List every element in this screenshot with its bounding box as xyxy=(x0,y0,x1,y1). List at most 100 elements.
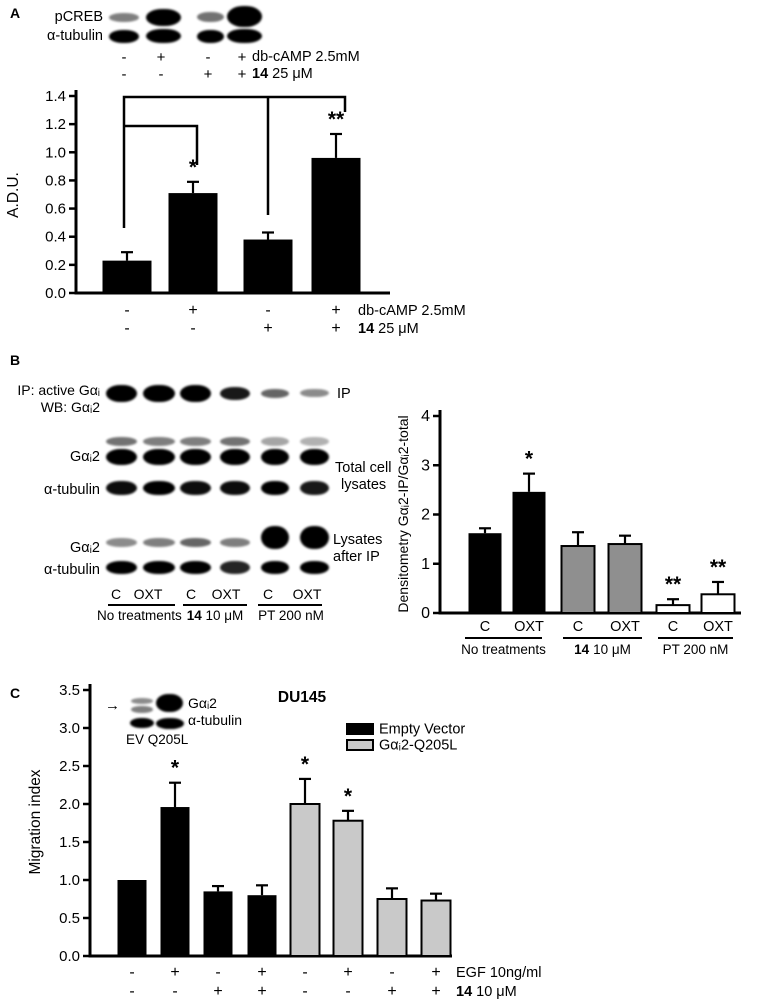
panel-c-bar-chart: 0.0 0.5 1.0 1.5 2.0 2.5 3.0 3.5 Migration index D… xyxy=(27,682,541,1000)
panel-c-label: C xyxy=(10,685,21,701)
group-label: PT 200 nM xyxy=(663,642,729,657)
lane-label: OXT xyxy=(133,586,163,602)
group-label: No treatments xyxy=(461,642,546,657)
x-annotation-label: db-cAMP 2.5mM xyxy=(358,303,466,319)
x-tick-label: C xyxy=(573,619,583,635)
bar xyxy=(512,491,546,613)
blot-right-label-ip: IP xyxy=(337,386,351,402)
blot-band xyxy=(227,29,262,43)
x-annotation-symbol: - xyxy=(190,320,195,337)
y-tick-label: 3 xyxy=(421,457,430,474)
lane-label: C xyxy=(185,586,197,602)
y-axis-label: Migration index xyxy=(27,769,44,874)
blot-band xyxy=(300,526,329,549)
blot-label-ip-line1: IP: active Gαᵢ xyxy=(17,382,100,398)
blot-band xyxy=(143,385,175,402)
x-annotation-symbol: - xyxy=(172,983,177,1000)
blot-row-label-pcreb: pCREB xyxy=(54,9,103,25)
y-tick-label: 1.5 xyxy=(59,834,80,851)
x-annotation-symbol: - xyxy=(124,320,129,337)
lane-label: OXT xyxy=(211,586,241,602)
blot-right-label-total-2: lysates xyxy=(341,477,387,493)
blot-band xyxy=(197,30,224,43)
blot-band xyxy=(106,449,137,465)
treatment-symbol: - xyxy=(121,66,127,83)
blot-band xyxy=(220,437,250,446)
x-annotation-symbol: + xyxy=(343,964,352,981)
blot-band xyxy=(220,387,250,400)
bar xyxy=(243,239,293,293)
group-label: 14 10 μM xyxy=(574,642,631,657)
significance-star: * xyxy=(344,785,353,808)
blot-band xyxy=(106,538,137,547)
blot-label-gai2-after: Gαᵢ2 xyxy=(69,540,100,556)
significance-star: * xyxy=(525,448,534,471)
blot-band xyxy=(300,481,329,495)
lane-label: C xyxy=(110,586,122,602)
blot-band xyxy=(146,9,181,26)
lane-label: C xyxy=(262,586,274,602)
legend-swatch xyxy=(346,723,374,735)
treatment-row-label: db-cAMP 2.5mM xyxy=(252,49,360,65)
x-annotation-symbol: + xyxy=(213,983,222,1000)
y-axis-label: A.D.U. xyxy=(5,172,22,218)
treatment-symbol: + xyxy=(156,49,166,66)
x-tick-label: OXT xyxy=(610,619,640,635)
treatment-row-label: 14 25 μM xyxy=(252,66,313,82)
x-annotation-symbol: + xyxy=(263,320,272,337)
x-annotation-symbol: - xyxy=(129,964,134,981)
bar xyxy=(700,593,736,615)
blot-band xyxy=(143,561,175,574)
blot-band xyxy=(180,561,211,574)
bar xyxy=(332,819,364,957)
blot-band xyxy=(106,437,137,446)
blot-band xyxy=(143,437,175,446)
treatment-symbol: + xyxy=(237,49,247,66)
x-annotation-symbol: - xyxy=(265,302,270,319)
blot-band xyxy=(227,6,262,27)
significance-star: ** xyxy=(665,573,682,596)
x-annotation-symbol: - xyxy=(345,983,350,1000)
blot-band xyxy=(180,437,211,446)
x-annotation-symbol: + xyxy=(431,964,440,981)
y-tick-label: 0.4 xyxy=(45,229,66,246)
x-annotation-symbol: + xyxy=(331,320,340,337)
blot-band xyxy=(220,538,250,547)
blot-band xyxy=(300,389,329,397)
blot-band xyxy=(220,481,250,495)
bar xyxy=(560,545,596,615)
bar xyxy=(289,803,321,957)
comparison-bracket xyxy=(122,95,347,228)
blot-row-label-tubulin: α-tubulin xyxy=(47,28,103,44)
x-tick-label: C xyxy=(668,619,678,635)
y-tick-label: 2.5 xyxy=(59,758,80,775)
treatment-symbol: + xyxy=(203,66,213,83)
treatment-symbol: - xyxy=(121,49,127,66)
blot-band xyxy=(220,561,250,574)
blot-right-label-total-1: Total cell xyxy=(335,460,392,476)
x-annotation-symbol: - xyxy=(124,302,129,319)
significance-star: * xyxy=(301,753,310,776)
x-tick-label: OXT xyxy=(514,619,544,635)
x-annotation-symbol: + xyxy=(188,302,197,319)
treatment-symbol: - xyxy=(158,66,164,83)
bar xyxy=(117,880,147,956)
blot-label-tubulin-after: α-tubulin xyxy=(44,562,100,578)
y-tick-label: 0.6 xyxy=(45,201,66,218)
x-annotation-symbol: - xyxy=(389,964,394,981)
blot-band xyxy=(261,526,289,549)
x-annotation-symbol: + xyxy=(431,983,440,1000)
panel-a-bar-chart: 0.00.20.40.60.81.01.21.4A.D.U.***- + - + db-… xyxy=(5,88,466,337)
treatment-symbol: - xyxy=(205,49,211,66)
blot-band xyxy=(143,449,175,465)
bar xyxy=(655,604,691,614)
x-annotation-label: EGF 10ng/ml xyxy=(456,965,541,981)
blot-band xyxy=(180,481,211,495)
blot-band xyxy=(180,449,211,465)
bar xyxy=(607,543,643,614)
y-tick-label: 0.0 xyxy=(59,948,80,965)
x-annotation-label: 14 10 μM xyxy=(456,984,517,1000)
x-annotation-symbol: + xyxy=(331,302,340,319)
y-tick-label: 0.0 xyxy=(45,285,66,302)
